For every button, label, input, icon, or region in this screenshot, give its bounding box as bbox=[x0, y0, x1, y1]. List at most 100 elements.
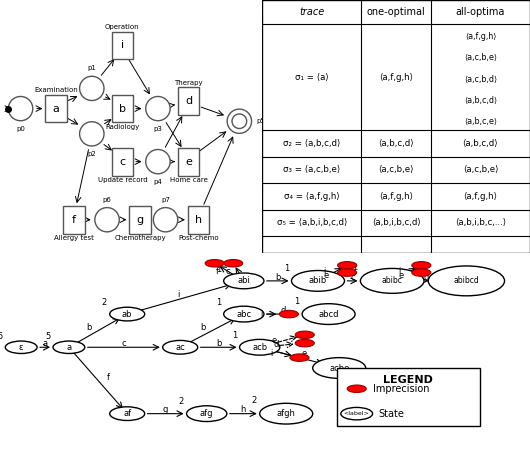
Circle shape bbox=[341, 407, 373, 420]
Text: ⟨a,c,b,d⟩: ⟨a,c,b,d⟩ bbox=[464, 75, 497, 83]
Text: a: a bbox=[42, 339, 48, 348]
Text: σ₄ = ⟨a,f,g,h⟩: σ₄ = ⟨a,f,g,h⟩ bbox=[284, 192, 340, 201]
Text: ⟨a,b,c,e⟩: ⟨a,b,c,e⟩ bbox=[464, 117, 497, 126]
Text: b: b bbox=[119, 104, 126, 114]
Circle shape bbox=[146, 97, 170, 121]
Circle shape bbox=[224, 306, 264, 322]
Text: Allergy test: Allergy test bbox=[54, 235, 94, 241]
Text: Examination: Examination bbox=[34, 87, 78, 93]
Circle shape bbox=[292, 271, 344, 291]
FancyBboxPatch shape bbox=[129, 206, 151, 234]
Text: d: d bbox=[280, 306, 286, 315]
Text: 2: 2 bbox=[179, 397, 184, 406]
Text: b: b bbox=[200, 323, 206, 332]
Circle shape bbox=[295, 340, 314, 347]
FancyBboxPatch shape bbox=[111, 95, 133, 123]
Text: abi: abi bbox=[237, 276, 250, 285]
Circle shape bbox=[8, 97, 33, 121]
Text: Operation: Operation bbox=[105, 24, 139, 30]
FancyBboxPatch shape bbox=[188, 206, 209, 234]
Text: p6: p6 bbox=[103, 197, 111, 202]
Text: i: i bbox=[398, 267, 401, 276]
Text: ab: ab bbox=[122, 309, 132, 318]
Text: p4: p4 bbox=[154, 179, 162, 185]
Text: abib: abib bbox=[309, 276, 327, 285]
Circle shape bbox=[240, 340, 280, 355]
Circle shape bbox=[95, 207, 119, 232]
Text: abibc: abibc bbox=[382, 276, 403, 285]
Text: c: c bbox=[121, 339, 126, 348]
Text: acbe: acbe bbox=[329, 364, 349, 373]
Circle shape bbox=[5, 341, 37, 354]
Text: h: h bbox=[241, 405, 246, 414]
Circle shape bbox=[80, 122, 104, 146]
Circle shape bbox=[227, 109, 252, 133]
Circle shape bbox=[412, 262, 431, 269]
Text: abcd: abcd bbox=[319, 309, 339, 318]
Text: ⟨a,f,g,h⟩: ⟨a,f,g,h⟩ bbox=[379, 192, 413, 201]
Text: b: b bbox=[216, 339, 222, 348]
Text: b: b bbox=[86, 323, 92, 332]
Text: σ₂ = ⟨a,b,c,d⟩: σ₂ = ⟨a,b,c,d⟩ bbox=[283, 139, 341, 148]
Circle shape bbox=[110, 307, 145, 321]
Text: ⟨a,f,g,h⟩: ⟨a,f,g,h⟩ bbox=[465, 32, 496, 41]
Text: State: State bbox=[378, 409, 404, 419]
Text: f: f bbox=[107, 373, 110, 382]
Text: 5: 5 bbox=[45, 331, 50, 341]
Circle shape bbox=[232, 114, 246, 129]
Text: e: e bbox=[271, 336, 277, 345]
Text: c: c bbox=[225, 267, 229, 276]
Text: g: g bbox=[137, 215, 144, 225]
FancyBboxPatch shape bbox=[63, 206, 85, 234]
Text: afgh: afgh bbox=[277, 409, 296, 418]
Text: g: g bbox=[163, 405, 169, 414]
Text: abc: abc bbox=[236, 309, 251, 318]
Circle shape bbox=[338, 262, 357, 269]
Text: 1: 1 bbox=[294, 297, 299, 306]
Text: i: i bbox=[121, 41, 124, 51]
Circle shape bbox=[313, 358, 366, 378]
Text: c: c bbox=[119, 156, 126, 166]
Circle shape bbox=[260, 403, 313, 424]
FancyBboxPatch shape bbox=[111, 32, 133, 60]
Text: p7: p7 bbox=[161, 197, 170, 202]
Circle shape bbox=[205, 259, 224, 267]
Text: 2: 2 bbox=[252, 396, 257, 405]
Text: 1: 1 bbox=[352, 263, 358, 272]
Text: ⟨a,b,i,b,c,d⟩: ⟨a,b,i,b,c,d⟩ bbox=[372, 218, 420, 227]
Text: i: i bbox=[323, 267, 325, 276]
Text: e: e bbox=[185, 156, 192, 166]
Circle shape bbox=[80, 76, 104, 101]
Circle shape bbox=[224, 273, 264, 289]
Text: af: af bbox=[123, 409, 131, 418]
Text: i: i bbox=[270, 349, 273, 358]
Text: Therapy: Therapy bbox=[174, 80, 203, 86]
Text: ⟨a,b,c,d⟩: ⟨a,b,c,d⟩ bbox=[463, 139, 498, 148]
FancyBboxPatch shape bbox=[46, 95, 67, 123]
Text: ⟨a,f,g,h⟩: ⟨a,f,g,h⟩ bbox=[379, 73, 413, 82]
Text: ⟨a,b,c,d⟩: ⟨a,b,c,d⟩ bbox=[464, 96, 497, 105]
Text: 1: 1 bbox=[284, 264, 289, 273]
Text: ⟨a,b,i,b,c,...⟩: ⟨a,b,i,b,c,...⟩ bbox=[455, 218, 506, 227]
Text: a: a bbox=[53, 104, 59, 114]
Circle shape bbox=[412, 269, 431, 276]
Text: d: d bbox=[273, 340, 279, 349]
Text: σ₃ = ⟨a,c,b,e⟩: σ₃ = ⟨a,c,b,e⟩ bbox=[283, 166, 340, 175]
Circle shape bbox=[224, 259, 243, 267]
Text: all-optima: all-optima bbox=[456, 7, 505, 17]
Circle shape bbox=[290, 354, 309, 361]
Text: p0: p0 bbox=[16, 126, 25, 132]
FancyBboxPatch shape bbox=[111, 148, 133, 175]
Circle shape bbox=[53, 341, 85, 354]
Text: p2: p2 bbox=[87, 151, 96, 157]
Text: one-optimal: one-optimal bbox=[367, 7, 426, 17]
Text: ⟨a,c,b,e⟩: ⟨a,c,b,e⟩ bbox=[463, 166, 498, 175]
Text: ac: ac bbox=[175, 343, 185, 352]
Text: σ₁ = ⟨a⟩: σ₁ = ⟨a⟩ bbox=[295, 73, 329, 82]
Text: Post-chemo: Post-chemo bbox=[178, 235, 219, 241]
Text: i: i bbox=[260, 309, 262, 318]
Text: f: f bbox=[72, 215, 76, 225]
Text: Imprecision: Imprecision bbox=[373, 384, 429, 394]
Circle shape bbox=[295, 331, 314, 339]
Text: a: a bbox=[66, 343, 72, 352]
